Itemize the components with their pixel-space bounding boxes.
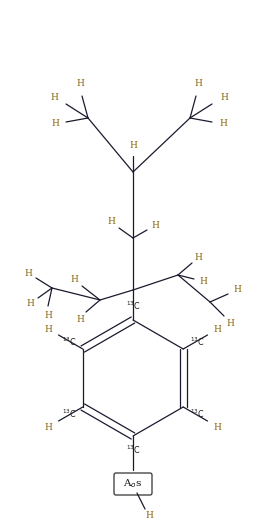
Text: A$_{o}$s: A$_{o}$s <box>123 478 143 490</box>
Text: $^{13}$C: $^{13}$C <box>190 408 204 420</box>
Text: H: H <box>194 253 202 262</box>
Text: H: H <box>194 80 202 89</box>
Text: H: H <box>214 423 222 431</box>
Text: H: H <box>44 423 52 431</box>
Text: H: H <box>26 300 34 308</box>
Text: H: H <box>51 119 59 129</box>
Text: $^{13}$C: $^{13}$C <box>190 336 204 348</box>
Text: H: H <box>76 316 84 325</box>
Text: H: H <box>226 319 234 329</box>
Text: H: H <box>233 286 241 294</box>
Text: $^{13}$C: $^{13}$C <box>62 336 76 348</box>
Text: $^{13}$C: $^{13}$C <box>126 444 140 456</box>
Text: $^{13}$C: $^{13}$C <box>62 408 76 420</box>
Text: H: H <box>70 276 78 284</box>
Text: H: H <box>107 217 115 227</box>
Text: H: H <box>219 119 227 129</box>
Text: H: H <box>24 269 32 279</box>
Text: H: H <box>44 312 52 320</box>
Text: H: H <box>151 220 159 229</box>
Text: H: H <box>76 80 84 89</box>
Text: H: H <box>50 93 58 103</box>
Text: H: H <box>214 325 222 333</box>
Text: H: H <box>199 277 207 286</box>
Text: H: H <box>220 93 228 103</box>
Text: H: H <box>129 142 137 151</box>
Text: H: H <box>44 325 52 333</box>
Text: H: H <box>145 511 153 519</box>
Text: $^{13}$C: $^{13}$C <box>126 300 140 312</box>
FancyBboxPatch shape <box>114 473 152 495</box>
